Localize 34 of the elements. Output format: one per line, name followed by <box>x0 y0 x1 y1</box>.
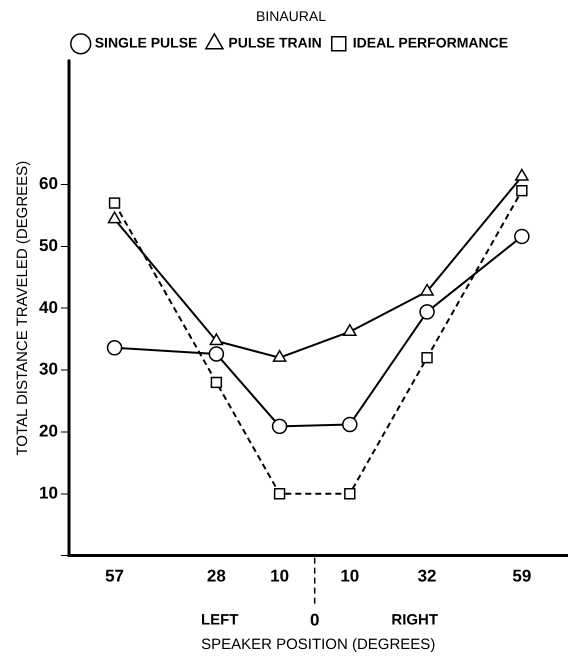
x-tick-label: 57 <box>105 566 124 586</box>
point <box>272 418 288 434</box>
point <box>106 340 122 356</box>
point <box>514 228 530 244</box>
text: LEFT <box>200 612 238 629</box>
legend-label: PULSE TRAIN <box>228 34 322 51</box>
x-tick-label: 10 <box>340 566 360 586</box>
y-tick-label: 30 <box>38 360 58 379</box>
point <box>210 376 222 388</box>
legend-label: SINGLE PULSE <box>94 34 198 51</box>
point <box>108 197 120 209</box>
legend-label: IDEAL PERFORMANCE <box>352 34 508 51</box>
legend-title: BINAURAL <box>256 8 326 24</box>
y-tick-label: 40 <box>38 298 58 317</box>
y-tick-label: 20 <box>38 422 58 441</box>
point <box>344 488 356 500</box>
x-tick-label: 10 <box>270 566 290 586</box>
point <box>516 184 528 196</box>
text: RIGHT <box>391 612 438 629</box>
point <box>342 416 358 432</box>
y-tick-label: 10 <box>38 483 58 502</box>
x-tick-label: 32 <box>418 566 437 586</box>
point <box>515 168 529 181</box>
point <box>208 346 224 362</box>
x-tick-label: 28 <box>206 566 226 586</box>
point <box>421 352 433 364</box>
y-axis-title: TOTAL DISTANCE TRAVELED (DEGREES) <box>14 160 32 456</box>
point <box>274 488 286 500</box>
x-axis-title: SPEAKER POSITION (DEGREES) <box>201 636 436 654</box>
point <box>419 304 435 320</box>
y-tick-label: 50 <box>38 236 58 256</box>
ref-line-label: 0 <box>310 610 320 630</box>
x-tick-label: 59 <box>512 566 532 586</box>
y-tick-label: 60 <box>38 174 58 194</box>
